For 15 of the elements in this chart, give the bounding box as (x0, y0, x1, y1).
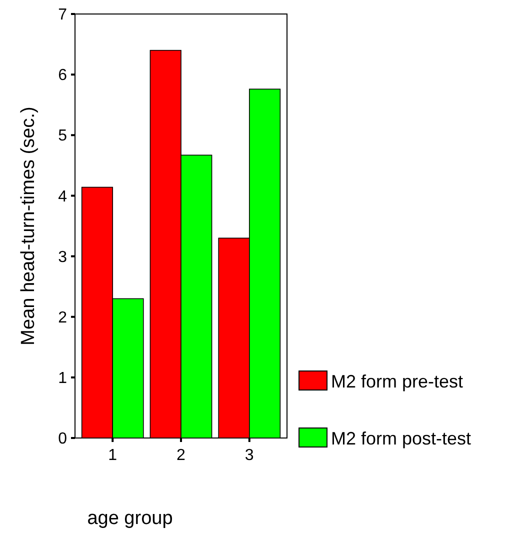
y-tick-label: 3 (58, 248, 68, 266)
y-tick-label: 0 (58, 430, 68, 448)
y-tick-label: 2 (58, 309, 68, 326)
y-tick-label: 1 (58, 370, 68, 388)
x-tick-label: 1 (108, 447, 118, 464)
y-tick-label: 4 (58, 188, 68, 206)
legend-label: M2 form pre-test (331, 371, 464, 392)
x-tick-label: 2 (176, 447, 186, 464)
legend-label: M2 form post-test (331, 428, 472, 448)
y-tick-label: 7 (58, 6, 68, 24)
x-axis-title: age group (87, 508, 173, 529)
y-tick-label: 5 (58, 128, 68, 145)
y-tick-label: 6 (58, 67, 68, 84)
y-axis-title: Mean head-turn-times (sec.) (18, 106, 39, 346)
x-tick-label: 3 (244, 447, 254, 464)
